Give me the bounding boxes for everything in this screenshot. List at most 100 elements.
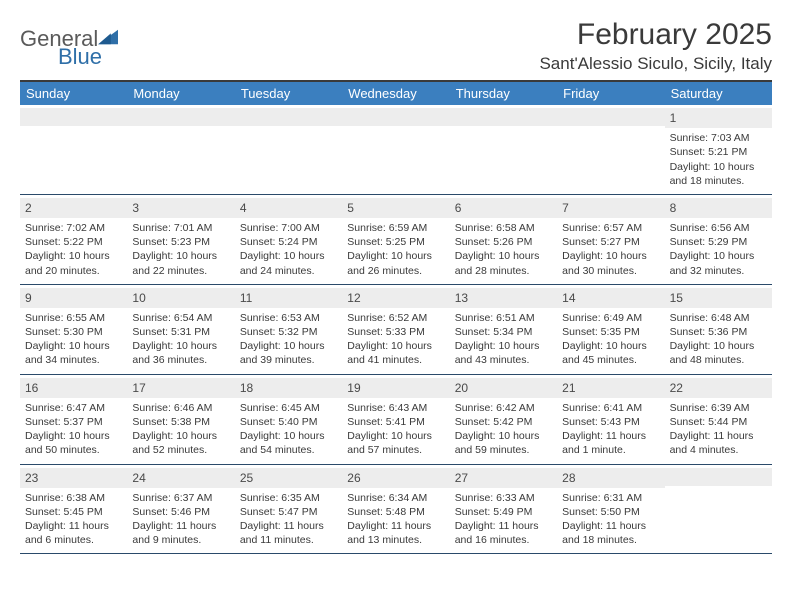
- day-number: 4: [235, 198, 342, 218]
- weekday-monday: Monday: [127, 82, 234, 105]
- logo-text: General Blue: [20, 28, 120, 68]
- day-number: 14: [557, 288, 664, 308]
- day-details: Sunrise: 6:35 AMSunset: 5:47 PMDaylight:…: [240, 491, 337, 548]
- day-cell: 23Sunrise: 6:38 AMSunset: 5:45 PMDayligh…: [20, 465, 127, 554]
- sunrise-text: Sunrise: 6:34 AM: [347, 491, 444, 505]
- sunset-text: Sunset: 5:26 PM: [455, 235, 552, 249]
- sunset-text: Sunset: 5:29 PM: [670, 235, 767, 249]
- sunrise-text: Sunrise: 6:43 AM: [347, 401, 444, 415]
- sunset-text: Sunset: 5:37 PM: [25, 415, 122, 429]
- sunset-text: Sunset: 5:27 PM: [562, 235, 659, 249]
- day-number: [127, 108, 234, 126]
- sunset-text: Sunset: 5:38 PM: [132, 415, 229, 429]
- daylight-text: Daylight: 10 hours and 36 minutes.: [132, 339, 229, 367]
- day-number: 11: [235, 288, 342, 308]
- logo-word-blue: Blue: [20, 46, 120, 68]
- day-cell: 18Sunrise: 6:45 AMSunset: 5:40 PMDayligh…: [235, 375, 342, 464]
- sunset-text: Sunset: 5:22 PM: [25, 235, 122, 249]
- calendar-grid: 1Sunrise: 7:03 AMSunset: 5:21 PMDaylight…: [20, 105, 772, 554]
- day-details: Sunrise: 6:56 AMSunset: 5:29 PMDaylight:…: [670, 221, 767, 278]
- sunrise-text: Sunrise: 7:00 AM: [240, 221, 337, 235]
- day-number: 13: [450, 288, 557, 308]
- sunset-text: Sunset: 5:46 PM: [132, 505, 229, 519]
- daylight-text: Daylight: 11 hours and 1 minute.: [562, 429, 659, 457]
- calendar-page: General Blue February 2025 Sant'Alessio …: [0, 0, 792, 564]
- daylight-text: Daylight: 10 hours and 43 minutes.: [455, 339, 552, 367]
- sunset-text: Sunset: 5:25 PM: [347, 235, 444, 249]
- day-details: Sunrise: 6:45 AMSunset: 5:40 PMDaylight:…: [240, 401, 337, 458]
- daylight-text: Daylight: 11 hours and 16 minutes.: [455, 519, 552, 547]
- sunset-text: Sunset: 5:34 PM: [455, 325, 552, 339]
- day-details: Sunrise: 6:42 AMSunset: 5:42 PMDaylight:…: [455, 401, 552, 458]
- sunrise-text: Sunrise: 6:46 AM: [132, 401, 229, 415]
- day-cell: 9Sunrise: 6:55 AMSunset: 5:30 PMDaylight…: [20, 285, 127, 374]
- sunrise-text: Sunrise: 7:01 AM: [132, 221, 229, 235]
- day-cell: [450, 105, 557, 194]
- sunset-text: Sunset: 5:47 PM: [240, 505, 337, 519]
- week-row: 2Sunrise: 7:02 AMSunset: 5:22 PMDaylight…: [20, 195, 772, 285]
- daylight-text: Daylight: 10 hours and 26 minutes.: [347, 249, 444, 277]
- sunset-text: Sunset: 5:32 PM: [240, 325, 337, 339]
- weekday-header-row: Sunday Monday Tuesday Wednesday Thursday…: [20, 82, 772, 105]
- sunrise-text: Sunrise: 6:59 AM: [347, 221, 444, 235]
- day-cell: [342, 105, 449, 194]
- day-cell: 16Sunrise: 6:47 AMSunset: 5:37 PMDayligh…: [20, 375, 127, 464]
- sunrise-text: Sunrise: 6:39 AM: [670, 401, 767, 415]
- day-number: 25: [235, 468, 342, 488]
- day-number: 27: [450, 468, 557, 488]
- daylight-text: Daylight: 11 hours and 4 minutes.: [670, 429, 767, 457]
- week-row: 9Sunrise: 6:55 AMSunset: 5:30 PMDaylight…: [20, 285, 772, 375]
- location: Sant'Alessio Siculo, Sicily, Italy: [539, 54, 772, 74]
- sunrise-text: Sunrise: 6:58 AM: [455, 221, 552, 235]
- sunrise-text: Sunrise: 6:51 AM: [455, 311, 552, 325]
- sunrise-text: Sunrise: 6:48 AM: [670, 311, 767, 325]
- day-details: Sunrise: 6:41 AMSunset: 5:43 PMDaylight:…: [562, 401, 659, 458]
- day-cell: 3Sunrise: 7:01 AMSunset: 5:23 PMDaylight…: [127, 195, 234, 284]
- daylight-text: Daylight: 11 hours and 11 minutes.: [240, 519, 337, 547]
- day-number: [665, 468, 772, 486]
- day-details: Sunrise: 6:48 AMSunset: 5:36 PMDaylight:…: [670, 311, 767, 368]
- day-cell: 20Sunrise: 6:42 AMSunset: 5:42 PMDayligh…: [450, 375, 557, 464]
- sunrise-text: Sunrise: 6:41 AM: [562, 401, 659, 415]
- day-details: Sunrise: 6:58 AMSunset: 5:26 PMDaylight:…: [455, 221, 552, 278]
- sunset-text: Sunset: 5:42 PM: [455, 415, 552, 429]
- month-title: February 2025: [539, 18, 772, 52]
- sunrise-text: Sunrise: 6:33 AM: [455, 491, 552, 505]
- day-details: Sunrise: 6:51 AMSunset: 5:34 PMDaylight:…: [455, 311, 552, 368]
- day-details: Sunrise: 6:31 AMSunset: 5:50 PMDaylight:…: [562, 491, 659, 548]
- day-cell: [557, 105, 664, 194]
- sunset-text: Sunset: 5:44 PM: [670, 415, 767, 429]
- day-cell: 4Sunrise: 7:00 AMSunset: 5:24 PMDaylight…: [235, 195, 342, 284]
- daylight-text: Daylight: 10 hours and 57 minutes.: [347, 429, 444, 457]
- day-details: Sunrise: 6:39 AMSunset: 5:44 PMDaylight:…: [670, 401, 767, 458]
- day-number: 24: [127, 468, 234, 488]
- daylight-text: Daylight: 10 hours and 48 minutes.: [670, 339, 767, 367]
- day-cell: 7Sunrise: 6:57 AMSunset: 5:27 PMDaylight…: [557, 195, 664, 284]
- day-number: [450, 108, 557, 126]
- day-cell: 19Sunrise: 6:43 AMSunset: 5:41 PMDayligh…: [342, 375, 449, 464]
- sunset-text: Sunset: 5:36 PM: [670, 325, 767, 339]
- day-cell: 15Sunrise: 6:48 AMSunset: 5:36 PMDayligh…: [665, 285, 772, 374]
- weekday-thursday: Thursday: [450, 82, 557, 105]
- sunrise-text: Sunrise: 6:45 AM: [240, 401, 337, 415]
- day-details: Sunrise: 6:43 AMSunset: 5:41 PMDaylight:…: [347, 401, 444, 458]
- sunset-text: Sunset: 5:41 PM: [347, 415, 444, 429]
- day-cell: 14Sunrise: 6:49 AMSunset: 5:35 PMDayligh…: [557, 285, 664, 374]
- sunset-text: Sunset: 5:40 PM: [240, 415, 337, 429]
- weekday-friday: Friday: [557, 82, 664, 105]
- sunrise-text: Sunrise: 7:03 AM: [670, 131, 767, 145]
- day-details: Sunrise: 6:59 AMSunset: 5:25 PMDaylight:…: [347, 221, 444, 278]
- sunset-text: Sunset: 5:21 PM: [670, 145, 767, 159]
- day-cell: 12Sunrise: 6:52 AMSunset: 5:33 PMDayligh…: [342, 285, 449, 374]
- sunrise-text: Sunrise: 6:53 AM: [240, 311, 337, 325]
- sunrise-text: Sunrise: 6:31 AM: [562, 491, 659, 505]
- day-cell: 28Sunrise: 6:31 AMSunset: 5:50 PMDayligh…: [557, 465, 664, 554]
- day-details: Sunrise: 6:55 AMSunset: 5:30 PMDaylight:…: [25, 311, 122, 368]
- day-number: 6: [450, 198, 557, 218]
- sunrise-text: Sunrise: 6:47 AM: [25, 401, 122, 415]
- day-cell: 27Sunrise: 6:33 AMSunset: 5:49 PMDayligh…: [450, 465, 557, 554]
- daylight-text: Daylight: 10 hours and 34 minutes.: [25, 339, 122, 367]
- day-number: 22: [665, 378, 772, 398]
- day-cell: 21Sunrise: 6:41 AMSunset: 5:43 PMDayligh…: [557, 375, 664, 464]
- week-row: 23Sunrise: 6:38 AMSunset: 5:45 PMDayligh…: [20, 465, 772, 555]
